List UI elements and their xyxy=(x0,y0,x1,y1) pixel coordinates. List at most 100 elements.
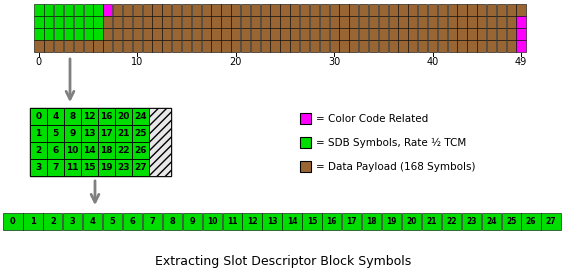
Bar xyxy=(182,40,191,52)
Bar xyxy=(349,16,358,28)
Bar xyxy=(231,16,241,28)
Bar xyxy=(438,40,447,52)
Bar xyxy=(369,16,378,28)
Bar xyxy=(103,16,113,28)
Bar xyxy=(369,40,378,52)
Text: 4: 4 xyxy=(52,112,59,121)
Text: = Data Payload (168 Symbols): = Data Payload (168 Symbols) xyxy=(316,162,475,172)
Bar xyxy=(379,40,388,52)
Bar xyxy=(212,4,221,16)
Text: 14: 14 xyxy=(83,146,96,155)
Bar xyxy=(457,40,466,52)
Bar xyxy=(482,213,501,230)
Bar xyxy=(231,4,241,16)
Text: 23: 23 xyxy=(466,217,477,226)
Text: 9: 9 xyxy=(190,217,195,226)
Bar xyxy=(132,108,149,125)
Bar xyxy=(81,108,98,125)
Bar xyxy=(310,4,319,16)
Bar xyxy=(192,4,201,16)
Bar xyxy=(113,16,122,28)
Text: 11: 11 xyxy=(227,217,237,226)
Bar xyxy=(379,4,388,16)
Bar xyxy=(497,40,506,52)
Bar xyxy=(192,28,201,40)
Bar xyxy=(98,108,115,125)
Bar xyxy=(47,159,64,176)
Bar xyxy=(64,159,81,176)
Bar xyxy=(84,28,93,40)
Text: 0: 0 xyxy=(36,112,41,121)
Bar xyxy=(182,4,191,16)
Bar xyxy=(382,213,401,230)
Text: Extracting Slot Descriptor Block Symbols: Extracting Slot Descriptor Block Symbols xyxy=(155,255,411,269)
Bar xyxy=(93,40,102,52)
Bar xyxy=(457,16,466,28)
Bar xyxy=(201,4,211,16)
Bar xyxy=(103,213,122,230)
Bar xyxy=(192,16,201,28)
Bar xyxy=(44,16,53,28)
Bar xyxy=(64,4,73,16)
Bar xyxy=(172,28,181,40)
Bar xyxy=(428,4,437,16)
Bar xyxy=(123,16,132,28)
Bar xyxy=(182,28,191,40)
Bar xyxy=(132,125,149,142)
Bar xyxy=(516,28,526,40)
Bar xyxy=(300,28,309,40)
Bar xyxy=(362,213,381,230)
Bar xyxy=(98,159,115,176)
Bar xyxy=(162,40,171,52)
Text: 19: 19 xyxy=(387,217,397,226)
Bar xyxy=(388,28,398,40)
Bar xyxy=(497,4,506,16)
Bar xyxy=(418,4,427,16)
Bar xyxy=(388,16,398,28)
Bar xyxy=(35,28,44,40)
Text: 7: 7 xyxy=(52,163,59,172)
Bar xyxy=(231,28,241,40)
Bar xyxy=(349,28,358,40)
Bar xyxy=(497,16,506,28)
Bar xyxy=(241,40,250,52)
Bar xyxy=(349,40,358,52)
Bar xyxy=(408,16,418,28)
Bar xyxy=(418,40,427,52)
Bar xyxy=(448,28,457,40)
Bar xyxy=(162,4,171,16)
Text: 5: 5 xyxy=(110,217,115,226)
Bar xyxy=(64,108,81,125)
Text: 25: 25 xyxy=(506,217,516,226)
Bar xyxy=(516,40,526,52)
Bar xyxy=(359,4,368,16)
Bar xyxy=(43,213,62,230)
Bar xyxy=(263,213,282,230)
Bar xyxy=(152,4,162,16)
Text: 3: 3 xyxy=(35,163,42,172)
Bar xyxy=(402,213,421,230)
Bar xyxy=(260,16,270,28)
Bar xyxy=(132,28,142,40)
Text: 18: 18 xyxy=(100,146,113,155)
Bar xyxy=(359,40,368,52)
Bar xyxy=(441,213,461,230)
Bar xyxy=(93,4,102,16)
Bar xyxy=(201,40,211,52)
Text: 17: 17 xyxy=(346,217,357,226)
Bar xyxy=(74,40,83,52)
Bar xyxy=(64,125,81,142)
Text: 22: 22 xyxy=(446,217,457,226)
Bar xyxy=(290,28,299,40)
Text: 4: 4 xyxy=(90,217,96,226)
Bar xyxy=(340,4,349,16)
Bar xyxy=(418,28,427,40)
Bar xyxy=(201,16,211,28)
Bar xyxy=(81,125,98,142)
Text: 26: 26 xyxy=(526,217,537,226)
Bar xyxy=(152,40,162,52)
Bar xyxy=(242,213,261,230)
Text: 8: 8 xyxy=(70,112,76,121)
Bar xyxy=(379,28,388,40)
Bar xyxy=(143,4,152,16)
